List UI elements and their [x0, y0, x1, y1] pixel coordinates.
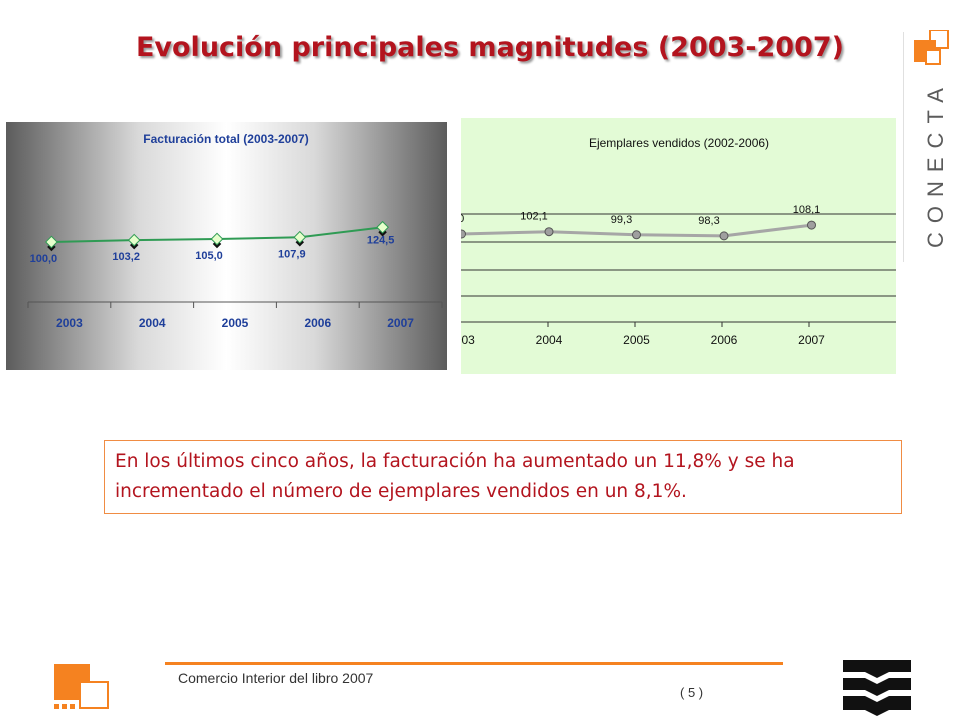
data-label: 102,1 [520, 211, 548, 223]
data-point [807, 220, 816, 230]
data-point [45, 235, 58, 249]
data-label: 105,0 [195, 250, 223, 262]
data-label: 98,3 [698, 215, 719, 227]
data-point [457, 229, 466, 239]
data-label: 108,1 [793, 204, 821, 216]
x-tick-label: 2004 [139, 316, 166, 330]
chart-facturacion-svg: Facturación total (2003-2007) 100,0 2003 10… [27, 132, 443, 330]
x-tick-label: 2003 [56, 316, 83, 330]
logo-divider [903, 32, 904, 262]
data-point [127, 233, 141, 247]
x-tick-label: 2004 [536, 333, 563, 347]
x-tick-label: 2006 [711, 333, 738, 347]
data-point [293, 230, 307, 244]
data-label: 100,0 [461, 213, 464, 225]
data-point [719, 231, 729, 241]
chart-title: Ejemplares vendidos (2002-2006) [589, 136, 769, 150]
footer-divider [165, 662, 783, 665]
data-label: 103,2 [112, 251, 140, 263]
publisher-logo-icon [843, 660, 911, 718]
page-number: ( 5 ) [680, 685, 704, 700]
data-point [210, 232, 224, 246]
data-point [544, 227, 554, 237]
data-point [632, 230, 641, 240]
x-tick-label: 2005 [623, 333, 650, 347]
chart-ejemplares: Ejemplares vendidos (2002-2006) 100,0 2003… [437, 118, 896, 374]
chart-ejemplares-svg: Ejemplares vendidos (2002-2006) 100,0 2003… [437, 136, 896, 347]
x-tick-label: 2007 [798, 333, 825, 347]
data-point [376, 220, 389, 234]
brand-name: CONECTA [923, 79, 948, 248]
footer-logo-icon [54, 664, 109, 709]
data-label: 107,9 [278, 248, 306, 260]
data-label: 124,5 [367, 234, 395, 246]
x-tick-label: 2007 [387, 316, 414, 330]
summary-text: En los últimos cinco años, la facturació… [104, 440, 902, 514]
slide-title: Evolución principales magnitudes (2003-2… [135, 32, 845, 63]
x-tick-label: 2003 [461, 333, 475, 347]
x-tick-label: 2005 [222, 316, 249, 330]
brand-wordmark: CONECTA [923, 79, 948, 248]
data-label: 100,0 [30, 253, 58, 265]
chart-facturacion: Facturación total (2003-2007) 100,0 2003 10… [6, 122, 447, 370]
x-tick-label: 2006 [304, 316, 331, 330]
data-label: 99,3 [611, 214, 632, 226]
conecta-logo-squares-icon [914, 30, 949, 65]
footer-text: Comercio Interior del libro 2007 [178, 670, 374, 686]
chart-title: Facturación total (2003-2007) [143, 132, 308, 146]
